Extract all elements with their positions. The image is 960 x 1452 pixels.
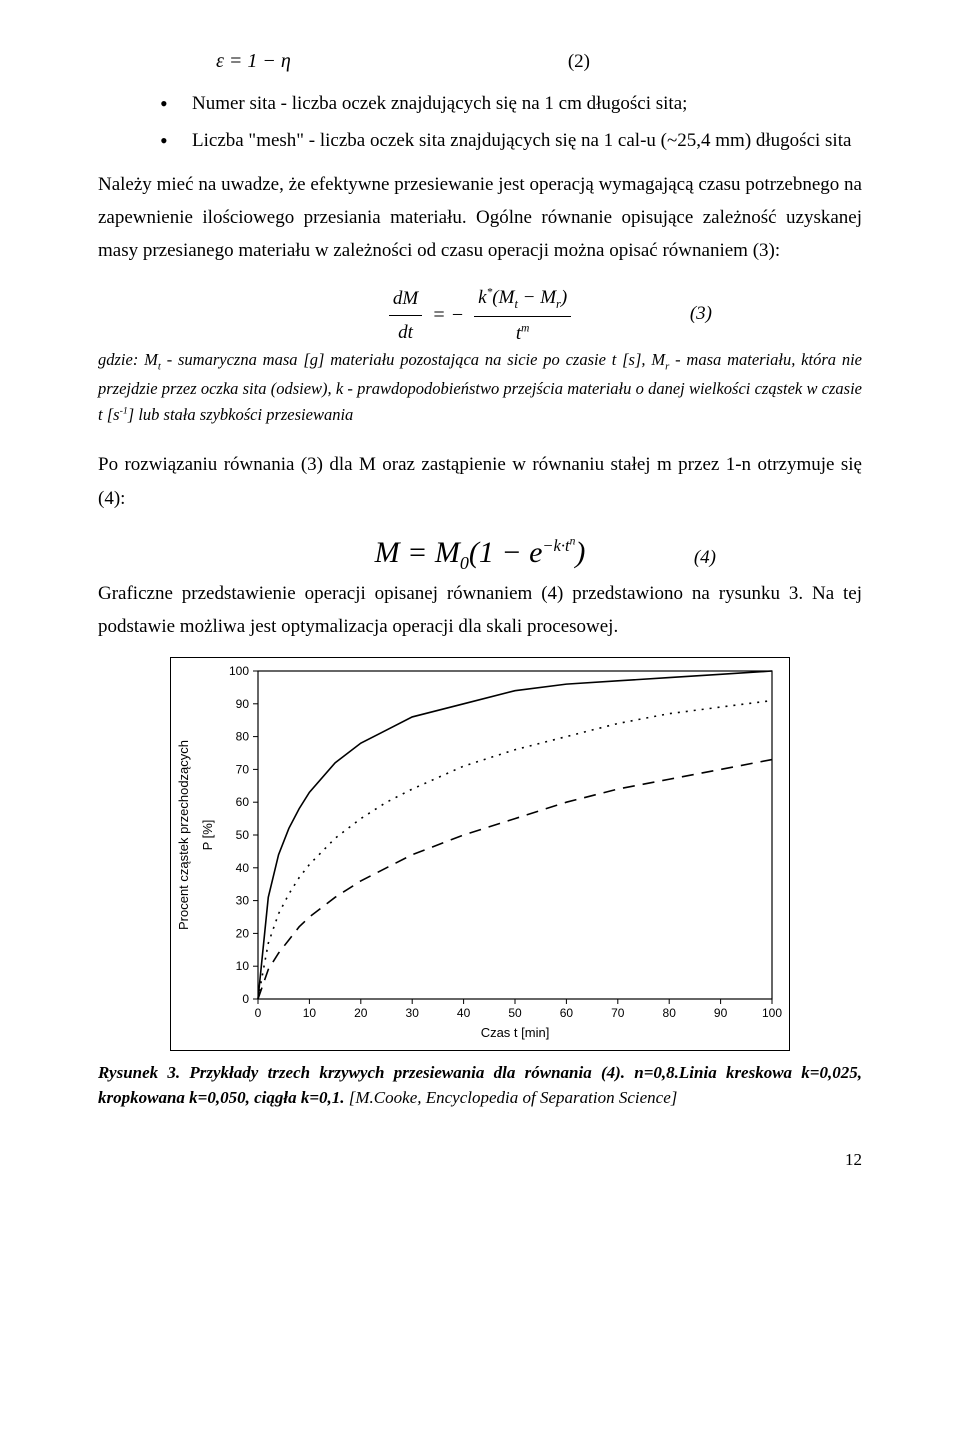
svg-text:30: 30 (236, 894, 250, 908)
eq3-number: (3) (690, 297, 712, 330)
svg-text:40: 40 (457, 1006, 471, 1020)
paragraph-2: Po rozwiązaniu równania (3) dla M oraz z… (98, 448, 862, 515)
svg-text:80: 80 (663, 1006, 677, 1020)
paragraph-3: Graficzne przedstawienie operacji opisan… (98, 577, 862, 644)
sieving-curves-chart: 0 10 20 30 40 50 60 70 80 90 100 0 10 20 30 40 50 60 70 80 9… (170, 657, 790, 1051)
list-item: Numer sita - liczba oczek znajdujących s… (160, 87, 862, 120)
svg-text:100: 100 (762, 1006, 782, 1020)
svg-text:0: 0 (242, 992, 249, 1006)
equation-3-where: gdzie: Mt - sumaryczna masa [g] materiał… (98, 347, 862, 428)
equation-4: M = M0(1 − e−k·tn) (4) (98, 527, 862, 573)
equation-3: dM dt = − k*(Mt − Mr) tm (3) (98, 281, 862, 339)
svg-text:90: 90 (236, 697, 250, 711)
svg-text:10: 10 (303, 1006, 317, 1020)
svg-text:30: 30 (406, 1006, 420, 1020)
svg-text:P [%]: P [%] (200, 820, 215, 851)
svg-text:20: 20 (236, 927, 250, 941)
svg-text:70: 70 (236, 763, 250, 777)
svg-text:90: 90 (714, 1006, 728, 1020)
figure-3-caption: Rysunek 3. Przykłady trzech krzywych prz… (98, 1061, 862, 1110)
paragraph-1: Należy mieć na uwadze, że efektywne prze… (98, 168, 862, 268)
svg-text:70: 70 (611, 1006, 625, 1020)
page-number: 12 (98, 1145, 862, 1175)
eq2-expr: ε = 1 − η (216, 44, 291, 79)
svg-text:80: 80 (236, 730, 250, 744)
bullet-list: Numer sita - liczba oczek znajdujących s… (98, 87, 862, 158)
svg-text:50: 50 (236, 828, 250, 842)
svg-text:Czas t [min]: Czas t [min] (481, 1025, 550, 1040)
svg-text:100: 100 (229, 664, 249, 678)
svg-text:40: 40 (236, 861, 250, 875)
svg-text:10: 10 (236, 960, 250, 974)
figure-3-chart: 0 10 20 30 40 50 60 70 80 90 100 0 10 20 30 40 50 60 70 80 9… (98, 657, 862, 1051)
eq2-number: (2) (568, 45, 862, 78)
svg-text:Procent cząstek przechodzących: Procent cząstek przechodzących (176, 740, 191, 930)
svg-text:60: 60 (236, 796, 250, 810)
eq4-number: (4) (694, 541, 716, 574)
list-item: Liczba "mesh" - liczba oczek sita znajdu… (160, 124, 862, 157)
svg-text:20: 20 (354, 1006, 368, 1020)
svg-text:60: 60 (560, 1006, 574, 1020)
svg-text:0: 0 (255, 1006, 262, 1020)
equation-2: ε = 1 − η (2) (98, 44, 862, 79)
svg-text:50: 50 (508, 1006, 522, 1020)
